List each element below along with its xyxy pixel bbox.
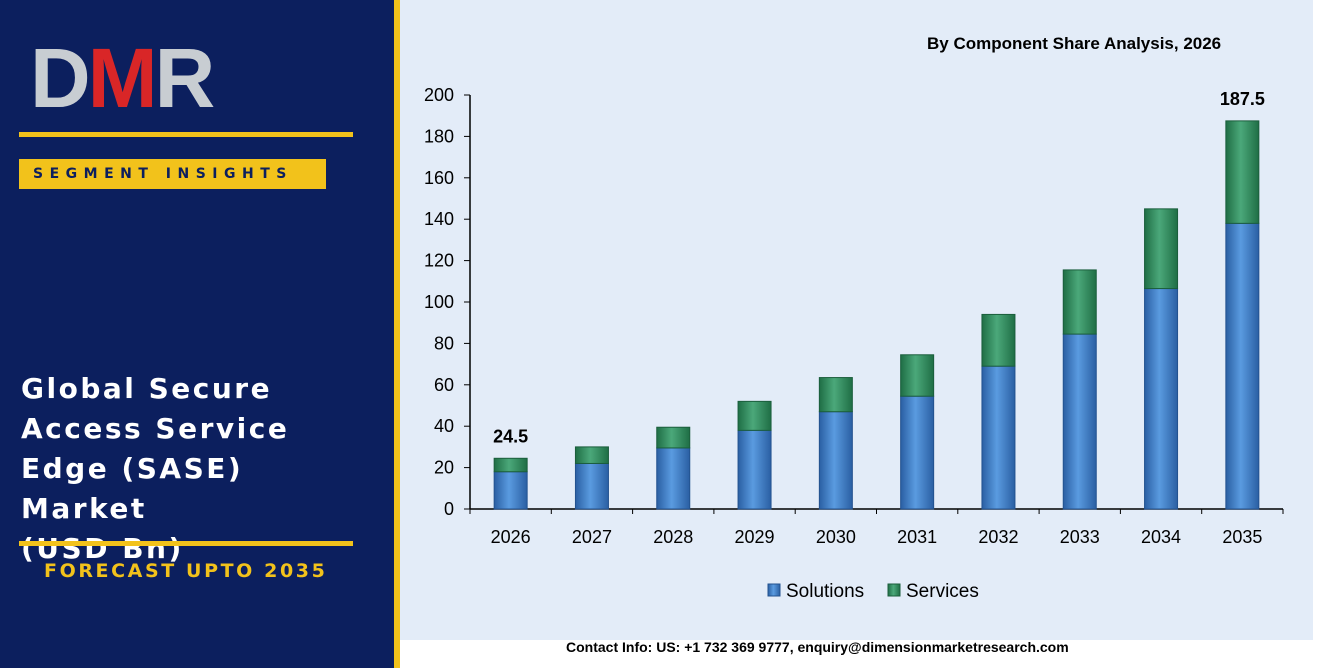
y-tick-label: 20 [434, 458, 454, 478]
x-tick-label: 2035 [1222, 527, 1262, 547]
segment-insights-badge: SEGMENT INSIGHTS [19, 159, 326, 189]
bar-solutions [1144, 288, 1179, 510]
logo-letter-m: M [87, 31, 158, 125]
bar-services [493, 457, 528, 473]
bar-services [574, 446, 609, 464]
chart-title: By Component Share Analysis, 2026 [927, 34, 1222, 53]
bar-services [1062, 269, 1097, 335]
report-title-line: (USD Bn) [21, 532, 184, 565]
y-tick-label: 140 [424, 209, 454, 229]
x-tick-label: 2032 [978, 527, 1018, 547]
x-tick-label: 2031 [897, 527, 937, 547]
legend-swatch-services [887, 583, 901, 597]
bar-solutions [493, 471, 528, 510]
forecast-label: FORECAST UPTO 2035 [44, 560, 328, 582]
y-tick-label: 120 [424, 251, 454, 271]
bar-services [656, 426, 691, 449]
bar-solutions [1062, 333, 1097, 510]
accent-divider [394, 0, 400, 668]
x-tick-label: 2034 [1141, 527, 1181, 547]
x-tick-label: 2026 [491, 527, 531, 547]
y-tick-label: 0 [444, 499, 454, 519]
x-tick-label: 2033 [1060, 527, 1100, 547]
bar-services [1144, 208, 1179, 290]
bar-solutions [1225, 222, 1260, 510]
bar-solutions [574, 462, 609, 510]
x-tick-label: 2027 [572, 527, 612, 547]
report-title: Global Secure Access Service Edge (SASE)… [21, 369, 381, 569]
y-tick-label: 160 [424, 168, 454, 188]
bar-services [737, 400, 772, 431]
bar-solutions [656, 447, 691, 510]
bar-services [818, 377, 853, 413]
logo-letter-r: R [154, 31, 216, 125]
y-tick-label: 200 [424, 85, 454, 105]
bar-services [1225, 120, 1260, 224]
right-margin [1313, 0, 1329, 668]
bar-services [900, 354, 935, 397]
bar-solutions [737, 429, 772, 510]
y-tick-label: 80 [434, 333, 454, 353]
bar-services [981, 313, 1016, 367]
legend-label-services: Services [906, 581, 979, 602]
left-panel [0, 0, 394, 668]
bar-solutions [981, 365, 1016, 510]
data-label: 187.5 [1220, 89, 1265, 109]
x-tick-label: 2029 [735, 527, 775, 547]
report-title-line: Global Secure [21, 372, 273, 405]
report-title-line: Edge (SASE) Market [21, 452, 244, 525]
bottom-rule [19, 541, 353, 546]
logo-letter-d: D [30, 31, 91, 125]
top-rule [19, 132, 353, 137]
y-tick-label: 40 [434, 416, 454, 436]
legend-label-solutions: Solutions [786, 581, 864, 602]
dmr-logo: DMR [30, 36, 230, 120]
report-title-line: Access Service [21, 412, 290, 445]
contact-info: Contact Info: US: +1 732 369 9777, enqui… [566, 639, 1069, 655]
y-tick-label: 180 [424, 126, 454, 146]
y-tick-label: 60 [434, 375, 454, 395]
bar-solutions [900, 395, 935, 510]
y-tick-label: 100 [424, 292, 454, 312]
x-tick-label: 2028 [653, 527, 693, 547]
stacked-bar-chart: 0 20 40 60 80 100 120 140 160 180 200 2026 2027 2028 2… [424, 85, 1284, 602]
x-tick-label: 2030 [816, 527, 856, 547]
bar-solutions [818, 411, 853, 510]
data-label: 24.5 [493, 426, 528, 446]
legend-swatch-solutions [767, 583, 781, 597]
